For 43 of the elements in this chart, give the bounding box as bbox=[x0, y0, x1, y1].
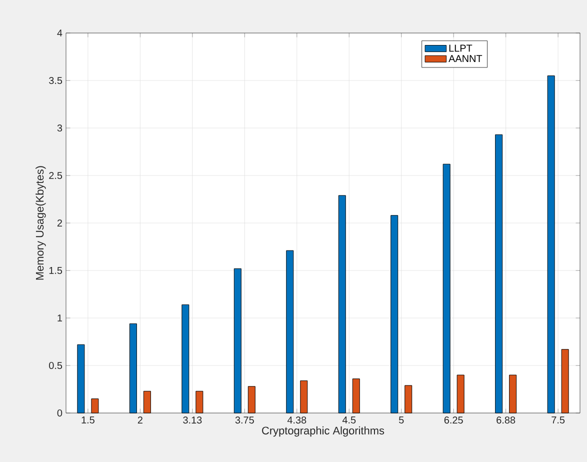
x-tick-label: 6.25 bbox=[444, 416, 463, 424]
y-tick-label: 3 bbox=[57, 124, 62, 132]
bar bbox=[456, 374, 464, 414]
bar bbox=[561, 349, 569, 414]
y-axis-title: Memory Usage(Kbytes) bbox=[36, 166, 46, 280]
x-tick-label: 6.88 bbox=[496, 416, 516, 424]
x-tick-label: 5 bbox=[398, 416, 404, 424]
bar bbox=[352, 378, 360, 414]
bar bbox=[91, 398, 99, 414]
y-tick-label: 0 bbox=[57, 409, 62, 417]
x-tick-label: 2 bbox=[138, 416, 142, 424]
legend-label: AANNT bbox=[448, 55, 482, 62]
x-tick-label: 3.13 bbox=[183, 416, 202, 424]
y-tick-label: 0.5 bbox=[49, 362, 62, 370]
bar bbox=[547, 76, 555, 414]
bar bbox=[338, 195, 346, 414]
y-tick-label: 3.5 bbox=[49, 76, 62, 84]
bar bbox=[182, 304, 190, 414]
bar bbox=[129, 323, 137, 414]
legend-label: LLPT bbox=[449, 44, 472, 52]
y-tick-label: 4 bbox=[57, 30, 62, 36]
y-tick-label: 1 bbox=[58, 314, 62, 322]
bar bbox=[509, 374, 517, 414]
x-tick-label: 1.5 bbox=[82, 416, 94, 424]
y-tick-label: 1.5 bbox=[49, 267, 62, 274]
bar bbox=[77, 344, 85, 414]
x-tick-label: 7.5 bbox=[552, 416, 565, 424]
bar bbox=[390, 215, 398, 414]
x-tick-label: 4.38 bbox=[287, 416, 306, 424]
bar bbox=[143, 390, 151, 414]
bar bbox=[286, 250, 294, 414]
bar bbox=[300, 380, 308, 414]
x-axis-title: Cryptographic Algorithms bbox=[262, 426, 384, 437]
bar bbox=[495, 134, 503, 414]
y-tick-label: 2 bbox=[57, 220, 62, 226]
y-tick-label: 2.5 bbox=[49, 172, 62, 180]
bar bbox=[442, 164, 450, 414]
x-tick-label: 3.75 bbox=[235, 416, 254, 424]
x-tick-label: 4.5 bbox=[342, 416, 356, 424]
bar bbox=[404, 385, 412, 414]
bar bbox=[234, 268, 242, 414]
bar bbox=[248, 386, 256, 414]
bar bbox=[196, 390, 204, 414]
